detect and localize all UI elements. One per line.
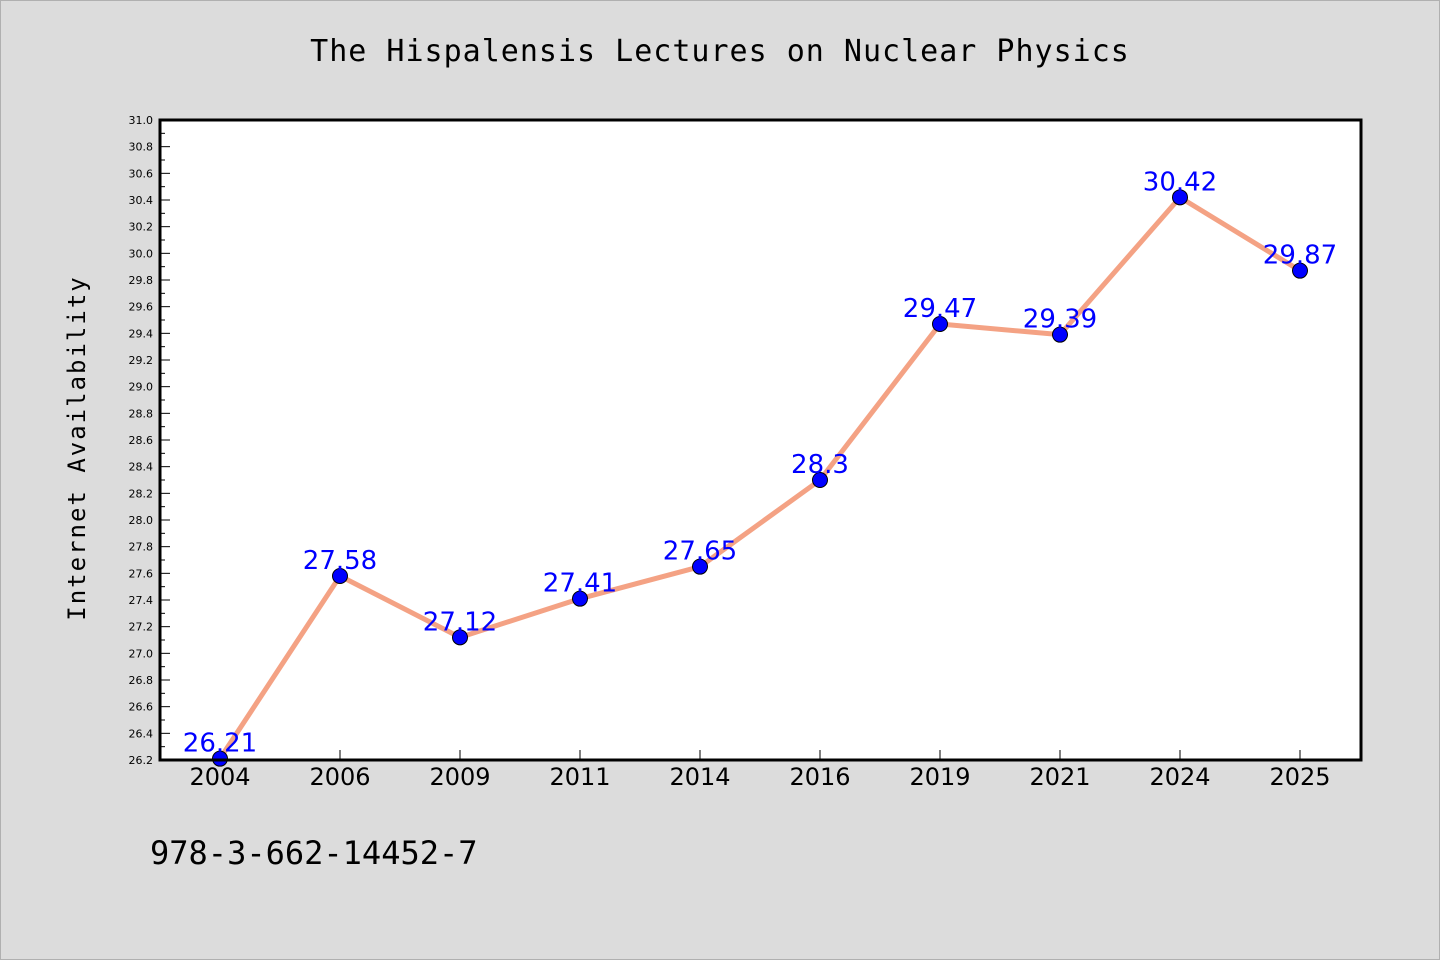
y-tick-label: 30.8: [129, 141, 154, 154]
y-tick-label: 30.2: [129, 221, 154, 234]
data-point-marker: [1172, 189, 1188, 206]
data-label: 29.39: [1023, 305, 1097, 335]
y-tick-label: 26.2: [129, 754, 154, 767]
y-tick-label: 28.0: [129, 514, 154, 527]
y-tick-label: 29.8: [129, 274, 154, 287]
y-tick-label: 29.2: [129, 354, 154, 367]
isbn-text: 978-3-662-14452-7: [150, 834, 478, 872]
x-tick-label: 2025: [1269, 763, 1330, 791]
data-point-marker: [932, 316, 948, 332]
y-tick-label: 31.0: [129, 114, 154, 127]
x-tick-label: 2011: [549, 763, 610, 791]
y-tick-label: 28.4: [129, 461, 154, 474]
y-tick-label: 30.0: [129, 247, 154, 260]
x-axis-ticks: 2004 2006 2009 2011 2014 2016 2019 2021 2024 2025: [189, 750, 1331, 791]
data-point-marker: [1052, 326, 1068, 343]
y-tick-label: 28.6: [129, 434, 154, 447]
x-tick-label: 2004: [189, 763, 250, 791]
x-tick-label: 2016: [789, 763, 850, 791]
data-point-marker: [692, 558, 708, 575]
y-tick-label: 26.4: [129, 727, 154, 740]
x-tick-label: 2019: [909, 763, 970, 791]
data-label: 26.21: [183, 729, 257, 759]
data-point-marker: [332, 568, 348, 584]
data-point-marker: [1292, 262, 1308, 279]
chart-title: The Hispalensis Lectures on Nuclear Phys…: [310, 34, 1130, 69]
y-tick-label: 29.0: [129, 381, 154, 394]
data-label: 29.47: [903, 294, 977, 324]
data-label: 27.58: [303, 546, 377, 576]
series-line: [217, 194, 1302, 761]
data-label: 28.3: [791, 450, 849, 480]
y-tick-label: 29.6: [129, 301, 154, 314]
y-tick-label: 30.6: [129, 167, 154, 180]
y-axis-ticks: 26.2 26.4 26.6 26.8 27.0 27.2 27.4 27.6 27.8 28.0…: [129, 114, 170, 767]
x-tick-label: 2009: [429, 763, 490, 791]
plot-frame: [158, 118, 1363, 762]
data-label: 30.42: [1143, 167, 1217, 197]
y-tick-label: 27.2: [129, 621, 154, 634]
x-tick-label: 2014: [669, 763, 730, 791]
y-tick-label: 27.8: [129, 541, 154, 554]
plot-area: [160, 120, 1361, 760]
y-tick-label: 30.4: [129, 194, 154, 207]
data-point-marker: [452, 629, 468, 646]
data-label: 29.87: [1263, 241, 1337, 271]
y-tick-label: 27.6: [129, 567, 154, 580]
y-tick-label: 29.4: [129, 327, 154, 340]
data-label: 27.12: [423, 607, 497, 637]
data-point-marker: [812, 472, 828, 488]
y-tick-label: 28.8: [129, 407, 154, 420]
x-tick-label: 2006: [309, 763, 370, 791]
y-tick-label: 27.4: [129, 594, 154, 607]
x-tick-label: 2021: [1029, 763, 1090, 791]
y-tick-label: 26.8: [129, 674, 154, 687]
data-label: 27.41: [543, 569, 617, 599]
data-label: 27.65: [663, 537, 737, 567]
y-tick-label: 27.0: [129, 647, 154, 660]
data-labels: 26.21 27.58 27.12 27.41 27.65 28.3 29.47 29.39 3…: [183, 167, 1337, 758]
y-tick-label: 26.6: [129, 701, 154, 714]
x-tick-label: 2024: [1149, 763, 1210, 791]
data-point-marker: [572, 590, 588, 607]
y-tick-label: 28.2: [129, 487, 154, 500]
